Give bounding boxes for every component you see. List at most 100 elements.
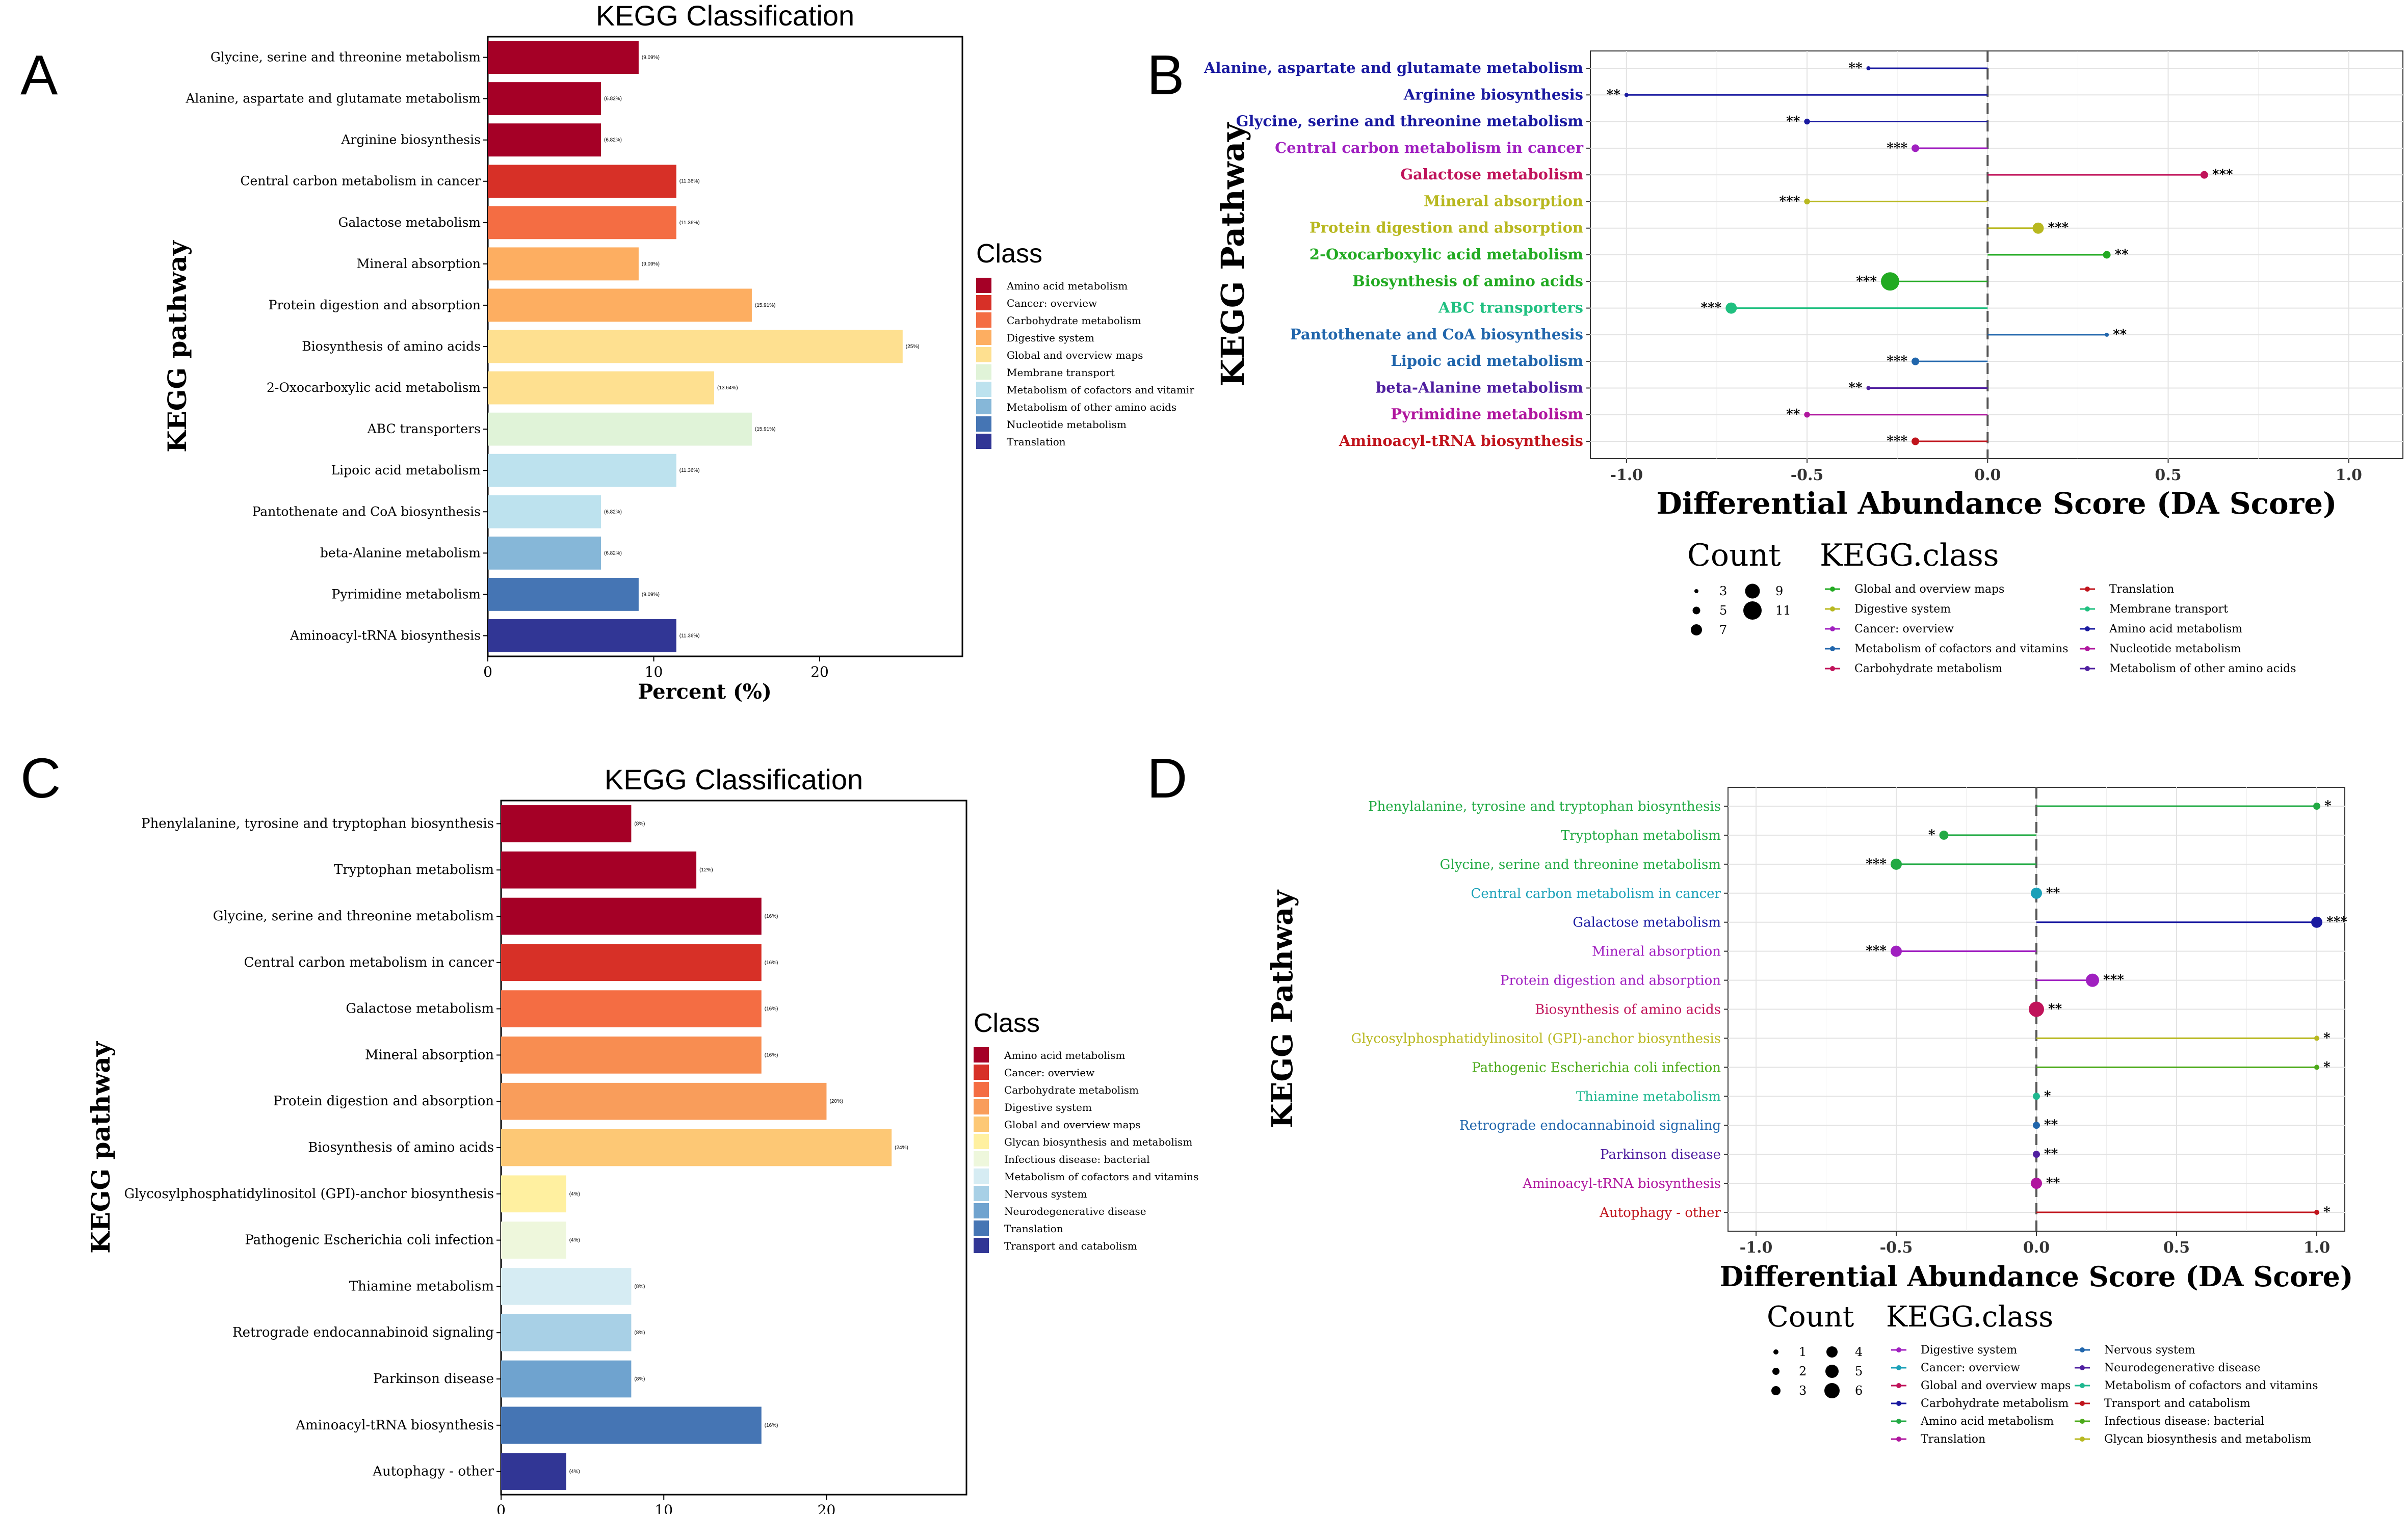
- significance-label: ***: [1866, 857, 1887, 872]
- bar: [501, 1406, 762, 1444]
- bar-data-label: (16%): [765, 1006, 778, 1012]
- significance-label: *: [1928, 828, 1935, 843]
- bar: [488, 82, 601, 116]
- x-tick-label: -0.5: [1880, 1239, 1913, 1257]
- y-tick-label: Glycine, serine and threonine metabolism: [1236, 113, 1584, 130]
- legend-item: Metabolism of cofactors and vitamir: [1007, 384, 1194, 396]
- y-tick-label: Phenylalanine, tyrosine and tryptophan b…: [141, 816, 494, 831]
- lollipop-point: [2314, 1065, 2319, 1070]
- y-tick-label: Parkinson disease: [1600, 1147, 1721, 1162]
- y-tick-label: Galactose metabolism: [1400, 166, 1583, 183]
- legend-item: Glycan biosynthesis and metabolism: [2104, 1433, 2311, 1446]
- significance-label: **: [2046, 1176, 2060, 1191]
- legend-swatch: [974, 1099, 989, 1114]
- legend-item: Amino acid metabolism: [1006, 280, 1128, 292]
- y-axis-label: KEGG pathway: [162, 240, 192, 453]
- lollipop-point: [2105, 332, 2109, 337]
- lollipop-point: [1912, 437, 1920, 445]
- size-legend-dot: [1691, 624, 1702, 635]
- legend-key-dot: [2085, 587, 2090, 592]
- y-tick-label: Biosynthesis of amino acids: [1535, 1002, 1721, 1018]
- legend-item: Cancer: overview: [1921, 1362, 2020, 1374]
- x-tick-label: 0.0: [1974, 466, 2001, 484]
- significance-label: ***: [2326, 915, 2347, 930]
- significance-label: **: [1848, 380, 1863, 395]
- legend-key-dot: [1896, 1401, 1901, 1406]
- legend-item: Cancer: overview: [1004, 1067, 1094, 1079]
- bar-data-label: (9.09%): [642, 592, 660, 597]
- legend-item: Nervous system: [1004, 1188, 1087, 1200]
- legend-key-dot: [2080, 1419, 2085, 1424]
- significance-label: ***: [1779, 194, 1800, 209]
- lollipop-point: [1912, 357, 1920, 365]
- legend-swatch: [976, 434, 991, 449]
- legend-swatch: [974, 1047, 989, 1063]
- x-tick-label: -1.0: [1740, 1239, 1773, 1257]
- legend-key-dot: [1896, 1347, 1901, 1352]
- bar: [488, 536, 601, 570]
- size-legend-label: 3: [1719, 584, 1727, 598]
- y-tick-label: Biosynthesis of amino acids: [308, 1140, 494, 1155]
- legend-swatch: [974, 1082, 989, 1097]
- legend-item: Translation: [1007, 436, 1066, 448]
- legend-item: Global and overview maps: [1007, 349, 1143, 361]
- size-legend-dot: [1745, 583, 1760, 599]
- y-tick-label: Mineral absorption: [365, 1047, 494, 1063]
- bar: [501, 990, 762, 1027]
- significance-label: **: [1848, 61, 1863, 76]
- significance-label: ***: [1700, 301, 1721, 316]
- x-tick-label: 0.5: [2155, 466, 2181, 484]
- size-legend-label: 3: [1799, 1384, 1807, 1398]
- bar-data-label: (20%): [829, 1099, 843, 1104]
- bar: [488, 577, 639, 611]
- panel-d-lollipop-chart: * Phenylalanine, tyrosine and tryptophan …: [1266, 787, 2353, 1446]
- significance-label: ***: [2103, 973, 2124, 988]
- y-tick-label: Biosynthesis of amino acids: [1352, 272, 1583, 289]
- y-tick-label: Autophagy - other: [1599, 1205, 1721, 1220]
- size-legend-dot: [1692, 606, 1700, 615]
- y-tick-label: Central carbon metabolism in cancer: [244, 955, 494, 970]
- lollipop-point: [2031, 1178, 2042, 1189]
- bar-data-label: (4%): [569, 1238, 580, 1243]
- size-legend-label: 9: [1775, 584, 1783, 598]
- size-legend-title: Count: [1767, 1300, 1854, 1334]
- y-tick-label: Mineral absorption: [357, 256, 481, 271]
- legend-item: Membrane transport: [1007, 366, 1115, 379]
- legend-swatch: [974, 1220, 989, 1236]
- legend-item: Infectious disease: bacterial: [1004, 1153, 1150, 1165]
- size-legend-title: Count: [1687, 538, 1781, 573]
- legend-item: Carbohydrate metabolism: [1007, 314, 1141, 327]
- y-tick-label: Pantothenate and CoA biosynthesis: [1290, 326, 1583, 343]
- bar: [488, 247, 639, 281]
- y-tick-label: Aminoacyl-tRNA biosynthesis: [290, 628, 481, 643]
- legend-item: Amino acid metabolism: [2109, 623, 2242, 635]
- legend-key-dot: [1830, 646, 1835, 651]
- legend-key-dot: [1896, 1365, 1901, 1370]
- significance-label: *: [2323, 1205, 2331, 1220]
- size-legend-dot: [1825, 1365, 1839, 1378]
- y-tick-label: Central carbon metabolism in cancer: [1471, 886, 1721, 901]
- legend-swatch: [974, 1168, 989, 1184]
- legend-swatch: [974, 1117, 989, 1132]
- y-tick-label: ABC transporters: [1438, 299, 1583, 316]
- legend-key-dot: [1896, 1437, 1901, 1442]
- y-axis-label: KEGG Pathway: [1266, 890, 1299, 1128]
- y-tick-label: Galactose metabolism: [346, 1001, 494, 1017]
- legend-item: Digestive system: [1007, 332, 1094, 344]
- lollipop-point: [1881, 272, 1900, 291]
- y-tick-label: Pathogenic Escherichia coli infection: [245, 1233, 494, 1248]
- x-tick-label: -0.5: [1791, 466, 1824, 484]
- size-legend-label: 7: [1719, 623, 1727, 637]
- x-tick-label: 0.0: [2023, 1239, 2050, 1257]
- legend-item: Membrane transport: [2109, 603, 2228, 616]
- bar: [501, 1453, 566, 1490]
- chart-title: KEGG Classification: [605, 763, 863, 795]
- significance-label: *: [2324, 799, 2332, 814]
- y-tick-label: Glycosylphosphatidylinositol (GPI)-ancho…: [1351, 1031, 1721, 1046]
- y-tick-label: Aminoacyl-tRNA biosynthesis: [295, 1418, 494, 1433]
- bar: [488, 412, 752, 446]
- y-tick-label: Glycine, serine and threonine metabolism: [213, 909, 494, 924]
- legend-swatch: [976, 330, 991, 345]
- legend-item: Global and overview maps: [1921, 1379, 2071, 1392]
- legend-item: Metabolism of other amino acids: [2109, 662, 2296, 675]
